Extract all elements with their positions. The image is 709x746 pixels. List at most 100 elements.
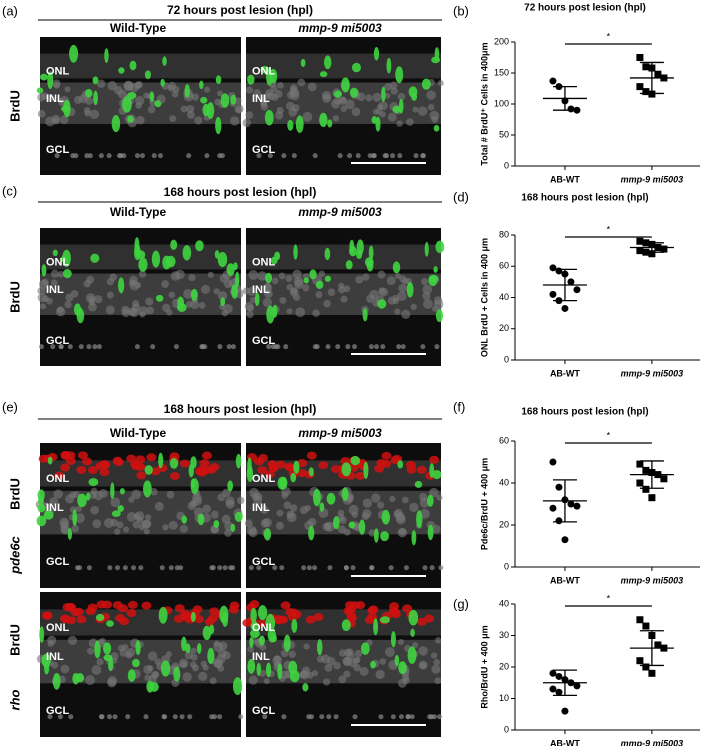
nucleus <box>430 652 438 659</box>
nucleus <box>110 518 119 527</box>
green-cell <box>257 605 268 621</box>
significance-label: * <box>607 430 611 440</box>
green-cell <box>230 94 237 105</box>
nucleus <box>121 308 131 318</box>
green-cell <box>373 618 379 636</box>
green-cell <box>195 240 204 252</box>
red-signal <box>268 464 279 473</box>
green-cell <box>75 673 85 683</box>
red-signal <box>228 605 239 614</box>
red-signal <box>65 457 76 466</box>
layer-label: ONL <box>46 65 70 77</box>
nucleus <box>86 647 95 655</box>
green-cell <box>230 523 236 533</box>
green-cell <box>309 269 317 280</box>
nucleus <box>37 93 46 102</box>
green-cell <box>231 284 239 299</box>
data-point <box>636 83 644 91</box>
panel-label: (b) <box>453 3 469 18</box>
green-cell <box>324 247 331 261</box>
nucleus <box>72 490 80 499</box>
red-signal <box>112 456 123 465</box>
nucleus <box>154 501 164 511</box>
layer-label: GCL <box>252 556 276 568</box>
nucleus <box>46 93 55 102</box>
nucleus <box>53 81 61 89</box>
ganglion-cell <box>54 153 60 159</box>
red-signal <box>42 611 53 620</box>
ganglion-cell <box>367 153 373 159</box>
red-signal <box>169 472 180 481</box>
green-cell <box>410 628 415 638</box>
layer-label: ONL <box>46 256 70 268</box>
nucleus <box>202 664 209 671</box>
green-cell <box>431 56 441 64</box>
nucleus <box>190 647 197 654</box>
data-point <box>654 641 662 649</box>
green-cell <box>293 244 298 260</box>
ganglion-cell <box>115 565 121 571</box>
nucleus <box>338 96 348 105</box>
nucleus <box>213 288 220 295</box>
red-signal <box>141 601 152 610</box>
nucleus <box>337 525 346 534</box>
column-label: Wild-Type <box>110 21 167 35</box>
green-cell <box>364 257 374 268</box>
ganglion-cell <box>125 714 131 720</box>
nucleus <box>203 86 211 93</box>
nucleus <box>324 522 332 530</box>
nucleus <box>257 271 267 281</box>
onl-band <box>246 53 441 79</box>
data-point <box>636 479 644 487</box>
ganglion-cell <box>209 565 215 571</box>
data-point <box>642 622 650 630</box>
red-signal <box>209 607 220 616</box>
nucleus <box>60 664 70 674</box>
ganglion-cell <box>369 565 375 571</box>
nucleus <box>289 504 298 512</box>
nucleus <box>162 524 169 531</box>
nucleus <box>98 488 108 498</box>
ganglion-cell <box>106 153 112 159</box>
nucleus <box>46 297 53 305</box>
nucleus <box>372 92 382 102</box>
y-tick-label: 40 <box>499 292 509 302</box>
nucleus <box>412 641 419 649</box>
nucleus <box>51 661 59 669</box>
red-signal <box>405 460 416 469</box>
green-cell <box>358 519 366 535</box>
green-cell <box>265 662 272 678</box>
ganglion-cell <box>429 714 435 720</box>
green-cell <box>392 105 401 114</box>
nucleus <box>65 293 74 302</box>
ganglion-cell <box>248 565 254 571</box>
nucleus <box>355 275 364 284</box>
green-cell <box>190 611 196 622</box>
nucleus <box>378 287 386 295</box>
ganglion-cell <box>312 153 318 159</box>
red-signal <box>390 610 401 619</box>
green-cell <box>118 277 125 294</box>
nucleus <box>303 643 310 650</box>
red-signal <box>280 601 291 610</box>
green-cell <box>341 462 352 477</box>
nucleus <box>394 273 402 280</box>
red-signal <box>284 462 295 471</box>
ganglion-cell <box>409 714 415 720</box>
nucleus <box>113 85 123 95</box>
green-cell <box>258 635 265 646</box>
ganglion-cell <box>333 714 339 720</box>
green-cell <box>381 509 391 525</box>
data-point <box>642 663 650 671</box>
nucleus <box>40 303 47 310</box>
layer-label: GCL <box>46 335 70 347</box>
nucleus <box>285 101 295 111</box>
green-cell <box>416 510 423 529</box>
green-cell <box>217 251 228 268</box>
nucleus <box>67 635 78 645</box>
significance-label: * <box>607 31 611 41</box>
nucleus <box>89 109 100 119</box>
ganglion-cell <box>168 565 174 571</box>
green-cell <box>250 607 257 624</box>
nucleus <box>92 519 102 529</box>
